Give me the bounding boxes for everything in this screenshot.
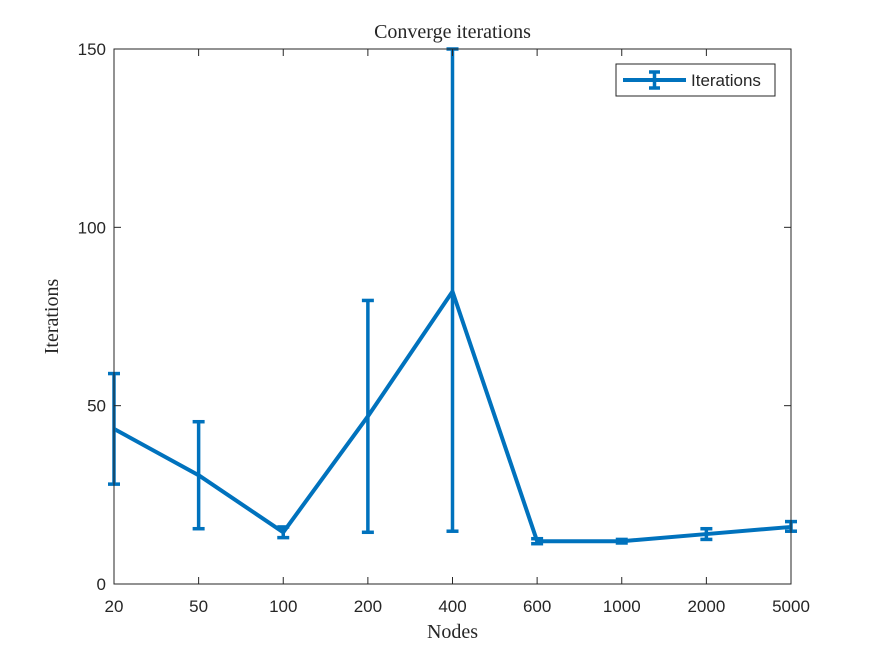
x-tick-label: 100 xyxy=(269,597,297,616)
y-axis-label: Iterations xyxy=(41,279,63,355)
y-tick-label: 150 xyxy=(78,40,106,59)
legend-label: Iterations xyxy=(691,71,761,90)
legend-line-icon xyxy=(623,70,686,90)
chart-title: Converge iterations xyxy=(374,21,531,43)
x-tick-label: 400 xyxy=(438,597,466,616)
x-tick-label: 5000 xyxy=(772,597,810,616)
y-tick-label: 50 xyxy=(87,397,106,416)
x-tick-label: 200 xyxy=(354,597,382,616)
y-tick-label: 0 xyxy=(97,575,106,594)
y-axis-ticks: 0 50 100 150 xyxy=(78,40,791,594)
x-tick-label: 20 xyxy=(105,597,124,616)
x-axis-label: Nodes xyxy=(427,621,478,643)
series-line-iterations xyxy=(113,289,792,544)
x-tick-label: 2000 xyxy=(687,597,725,616)
legend: Iterations xyxy=(615,63,776,97)
y-tick-label: 100 xyxy=(78,218,106,237)
x-tick-label: 600 xyxy=(523,597,551,616)
x-axis-ticks: 20 50 100 200 400 600 1000 2000 5000 xyxy=(105,49,810,616)
x-tick-label: 50 xyxy=(189,597,208,616)
x-tick-label: 1000 xyxy=(603,597,641,616)
